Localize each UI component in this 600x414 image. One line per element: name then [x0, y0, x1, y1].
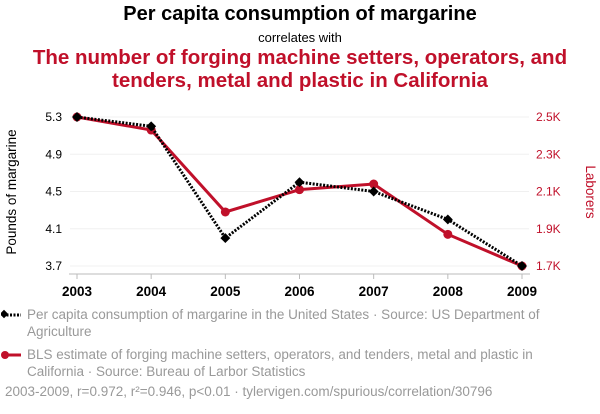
x-tick-label: 2009 — [507, 284, 537, 299]
point-margarine — [294, 177, 305, 188]
point-laborers — [369, 179, 379, 189]
y-tick-label: 4.1 — [45, 222, 62, 236]
y2-tick-label: 2.5K — [536, 110, 561, 124]
chart-title-2: The number of forging machine setters, o… — [32, 46, 568, 92]
legend-marker-black — [1, 309, 21, 319]
x-tick-label: 2008 — [433, 284, 464, 299]
chart-footer: 2003-2009, r=0.972, r²=0.946, p<0.01 · t… — [5, 384, 493, 399]
point-laborers — [295, 185, 304, 195]
legend-marker-red — [1, 351, 21, 359]
y-tick-label: 5.3 — [45, 110, 62, 124]
point-margarine — [220, 233, 231, 244]
y-tick-label: 4.5 — [45, 185, 62, 199]
point-laborers — [220, 207, 230, 217]
y-tick-label: 3.7 — [45, 259, 62, 273]
point-laborers — [443, 229, 453, 239]
y2-tick-label: 2.1K — [536, 185, 561, 199]
point-margarine — [368, 186, 379, 197]
point-margarine — [442, 214, 453, 225]
y-tick-label: 4.9 — [45, 147, 62, 161]
x-tick-label: 2003 — [62, 284, 93, 299]
y2-tick-label: 1.7K — [536, 259, 561, 273]
point-margarine — [72, 112, 82, 122]
x-tick-label: 2004 — [136, 284, 167, 299]
x-tick-label: 2005 — [210, 284, 241, 299]
chart-title: Per capita consumption of margarine — [123, 3, 477, 25]
y2-tick-label: 2.3K — [536, 147, 561, 161]
y2-tick-label: 1.9K — [536, 222, 561, 236]
x-tick-label: 2006 — [284, 284, 315, 299]
point-margarine — [146, 121, 157, 132]
y2-axis-label: Laborers — [583, 165, 598, 219]
y-axis-label: Pounds of margarine — [4, 129, 19, 254]
point-margarine — [517, 261, 527, 271]
x-tick-label: 2007 — [359, 284, 389, 299]
chart-subtitle: correlates with — [258, 30, 342, 45]
